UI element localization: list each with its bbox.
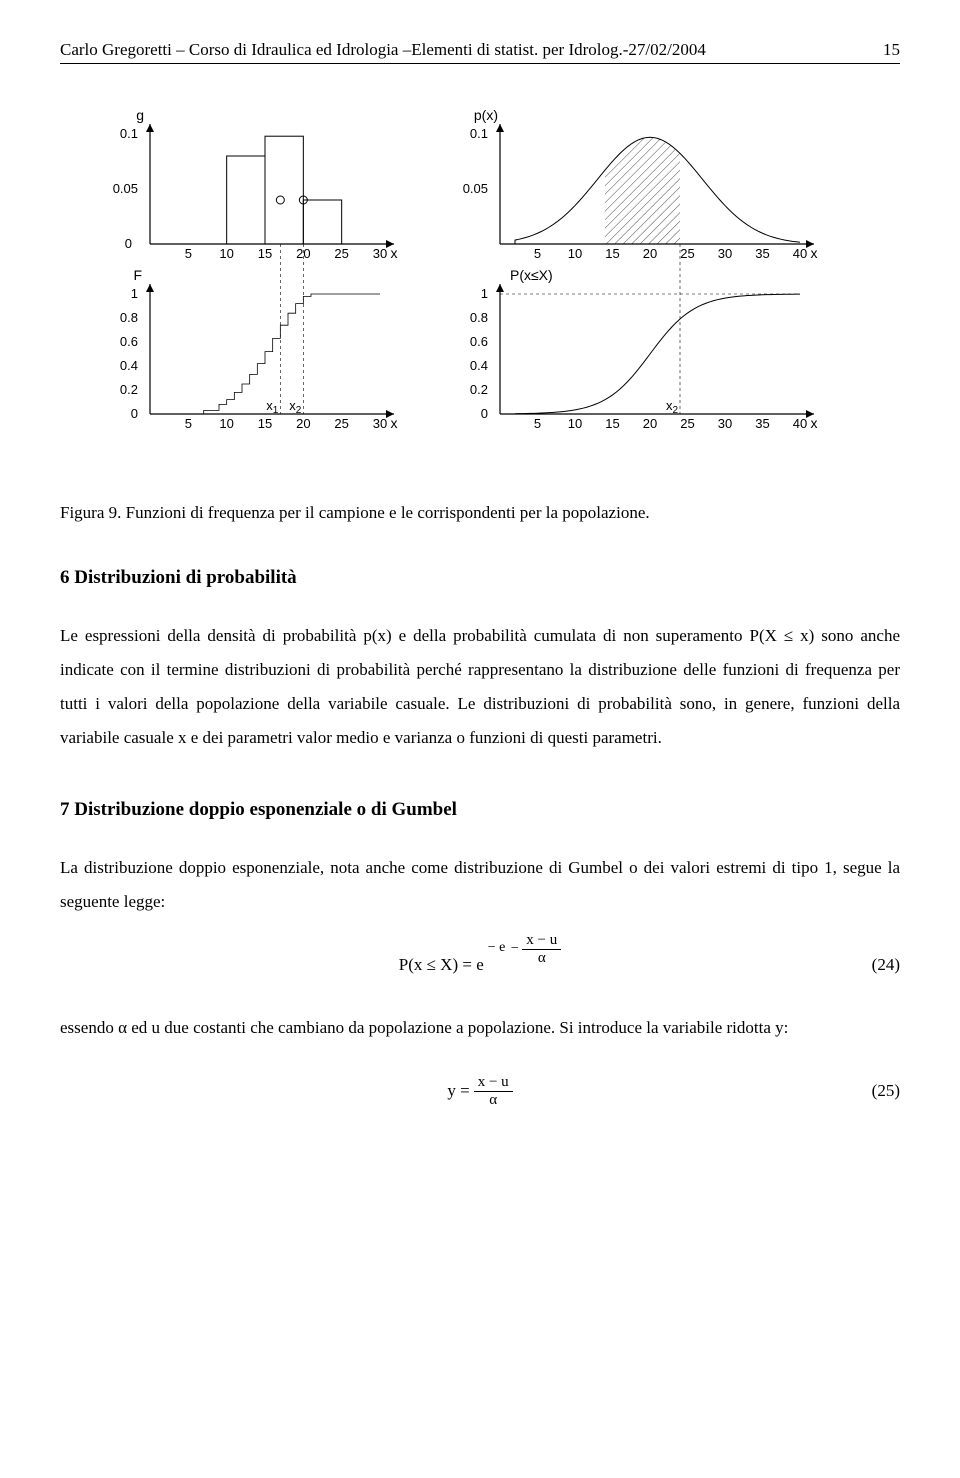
svg-text:0.2: 0.2 (470, 382, 488, 397)
header-page-number: 15 (883, 40, 900, 60)
eq24-lhs: P(x ≤ X) = e (399, 955, 484, 975)
eq25-number: (25) (872, 1081, 900, 1101)
eq25-frac-den: α (485, 1092, 501, 1109)
svg-text:x: x (391, 415, 398, 431)
svg-text:0.8: 0.8 (470, 310, 488, 325)
svg-text:x2: x2 (666, 398, 679, 416)
section-7-para1: La distribuzione doppio esponenziale, no… (60, 851, 900, 919)
svg-text:0: 0 (481, 406, 488, 421)
svg-text:0.8: 0.8 (120, 310, 138, 325)
svg-text:g: g (136, 107, 144, 123)
svg-text:10: 10 (219, 416, 233, 431)
eq24-frac-den: α (534, 950, 550, 967)
svg-text:0.2: 0.2 (120, 382, 138, 397)
svg-text:15: 15 (605, 246, 619, 261)
eq24-frac-num: x − u (522, 932, 561, 950)
svg-text:10: 10 (568, 246, 582, 261)
eq24-minus: − (511, 941, 519, 956)
svg-text:0.1: 0.1 (470, 126, 488, 141)
svg-text:0.4: 0.4 (120, 358, 138, 373)
svg-text:0: 0 (125, 236, 132, 251)
svg-text:0.6: 0.6 (120, 334, 138, 349)
eq25-lhs: y = (447, 1081, 469, 1101)
svg-text:x: x (391, 245, 398, 261)
svg-text:25: 25 (334, 246, 348, 261)
svg-text:5: 5 (534, 416, 541, 431)
svg-text:25: 25 (334, 416, 348, 431)
svg-text:0.4: 0.4 (470, 358, 488, 373)
section-6-paragraph: Le espressioni della densità di probabil… (60, 619, 900, 755)
eq25-frac-num: x − u (474, 1074, 513, 1092)
svg-text:10: 10 (219, 246, 233, 261)
svg-text:1: 1 (131, 286, 138, 301)
eq24-number: (24) (872, 955, 900, 975)
svg-text:30: 30 (718, 246, 732, 261)
svg-text:40: 40 (793, 246, 807, 261)
eq24-exp1: − e (488, 940, 506, 955)
equation-24: P(x ≤ X) = e − e − x − u α (24) (60, 933, 900, 997)
svg-text:x: x (811, 415, 818, 431)
header-title: Carlo Gregoretti – Corso di Idraulica ed… (60, 40, 706, 60)
section-7-heading: 7 Distribuzione doppio esponenziale o di… (60, 799, 900, 821)
page-header: Carlo Gregoretti – Corso di Idraulica ed… (60, 40, 900, 64)
svg-text:10: 10 (568, 416, 582, 431)
figure-9: 00.050.1g51015202530xx1x200.20.40.60.81F… (60, 94, 900, 523)
svg-text:25: 25 (680, 246, 694, 261)
equation-25: y = x − u α (25) (60, 1059, 900, 1123)
svg-text:x: x (811, 245, 818, 261)
svg-text:5: 5 (185, 246, 192, 261)
svg-text:1: 1 (481, 286, 488, 301)
svg-text:25: 25 (680, 416, 694, 431)
svg-text:35: 35 (755, 246, 769, 261)
section-6-heading: 6 Distribuzioni di probabilità (60, 567, 900, 589)
svg-text:0.05: 0.05 (113, 181, 138, 196)
figure-svg: 00.050.1g51015202530xx1x200.20.40.60.81F… (60, 94, 840, 474)
svg-text:30: 30 (718, 416, 732, 431)
svg-text:p(x): p(x) (474, 107, 498, 123)
svg-text:0.1: 0.1 (120, 126, 138, 141)
svg-text:40: 40 (793, 416, 807, 431)
svg-text:0.6: 0.6 (470, 334, 488, 349)
svg-text:30: 30 (373, 416, 387, 431)
svg-text:P(x≤X): P(x≤X) (510, 267, 553, 283)
svg-text:35: 35 (755, 416, 769, 431)
svg-text:F: F (133, 267, 142, 283)
svg-text:30: 30 (373, 246, 387, 261)
svg-text:15: 15 (258, 246, 272, 261)
svg-text:20: 20 (296, 416, 310, 431)
svg-text:x1: x1 (266, 398, 279, 416)
svg-text:15: 15 (258, 416, 272, 431)
figure-caption: Figura 9. Funzioni di frequenza per il c… (60, 503, 900, 523)
svg-text:x2: x2 (289, 398, 302, 416)
svg-text:15: 15 (605, 416, 619, 431)
svg-text:0.05: 0.05 (463, 181, 488, 196)
section-7-para2: essendo α ed u due costanti che cambiano… (60, 1011, 900, 1045)
svg-text:20: 20 (643, 416, 657, 431)
svg-text:5: 5 (534, 246, 541, 261)
svg-text:5: 5 (185, 416, 192, 431)
svg-text:0: 0 (131, 406, 138, 421)
svg-text:20: 20 (643, 246, 657, 261)
